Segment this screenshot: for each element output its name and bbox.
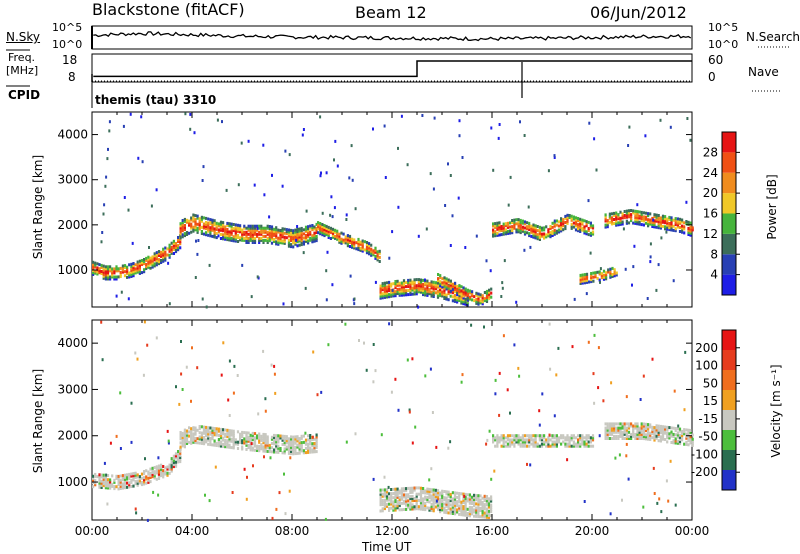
power-colorbar-tick-label: 24 [703,166,718,180]
power-panel-ytick-label: 3000 [57,173,88,187]
nave-label: Nave [748,65,779,79]
power-panel-ytick-label: 1000 [57,263,88,277]
velocity-colorbar-tick-label: -100 [691,447,718,461]
power-panel-ytick-label: 2000 [57,218,88,232]
nsearch-tick-low: 10^0 [708,38,739,51]
power-panel-data-cells [92,112,694,309]
x-tick-label: 00:00 [675,524,710,538]
power-colorbar-tick-label: 8 [710,247,718,261]
x-tick-label: 08:00 [275,524,310,538]
velocity-panel-ytick-label: 3000 [57,382,88,396]
nsky-tick-high: 10^5 [52,21,83,34]
freq-tick-high: 18 [62,53,78,67]
velocity-colorbar-color-swatch [722,410,736,430]
power-colorbar-tick-label: 12 [703,227,718,241]
power-panel-ytick-label: 4000 [57,128,88,142]
power-colorbar-color-swatch [722,152,736,173]
power-colorbar-color-swatch [722,193,736,214]
velocity-colorbar-tick-label: -200 [691,465,718,479]
nsearch-label: N.Search [746,30,800,44]
freq-panel-frame [91,53,693,83]
velocity-colorbar-color-swatch [722,450,736,470]
velocity-colorbar-color-swatch [722,350,736,370]
velocity-colorbar-tick-label: 100 [695,359,718,373]
x-axis-label: Time UT [362,540,412,554]
velocity-panel-ytick-label: 2000 [57,429,88,443]
power-colorbar-color-swatch [722,254,736,275]
velocity-panel-data-cells [92,320,694,522]
power-colorbar-color-swatch [722,274,736,295]
velocity-panel-ytick-label: 4000 [57,336,88,350]
power-colorbar-color-swatch [722,233,736,255]
date-label: 06/Jun/2012 [590,3,687,22]
freq-label: Freq. [8,51,36,64]
power-colorbar-tick-label: 20 [703,186,718,200]
freq-unit-label: [MHz] [6,64,39,77]
radar-title: Blackstone (fitACF) [92,0,245,19]
x-tick-label: 12:00 [375,524,410,538]
velocity-colorbar-frame [721,329,737,491]
nsky-tick-low: 10^0 [52,38,83,51]
beam-label: Beam 12 [355,3,427,22]
power-colorbar-tick-label: 16 [703,207,718,221]
freq-series-line [93,60,692,78]
power-colorbar-color-swatch [722,132,736,153]
velocity-colorbar-color-swatch [722,430,736,450]
velocity-colorbar-color-swatch [722,390,736,410]
power-colorbar-tick-label: 4 [710,268,718,282]
velocity-colorbar-tick-label: 50 [703,376,718,390]
velocity-colorbar-tick-label: -15 [698,412,718,426]
velocity-colorbar-color-swatch [722,470,736,490]
nsky-label: N.Sky [6,30,41,44]
x-tick-label: 16:00 [475,524,510,538]
power-colorbar-color-swatch [722,172,736,194]
x-tick-label: 04:00 [175,524,210,538]
power-colorbar-color-swatch [722,213,736,234]
power-colorbar-tick-label: 28 [703,145,718,159]
velocity-colorbar-tick-label: -50 [698,430,718,444]
nave-tick-low: 0 [708,70,716,84]
nave-tick-high: 60 [708,53,724,67]
cpid-text: themis (tau) 3310 [95,93,217,107]
velocity-colorbar-color-swatch [722,370,736,390]
x-tick-label: 00:00 [75,524,110,538]
velocity-colorbar-color-swatch [722,330,736,350]
velocity-panel-ytick-label: 1000 [57,475,88,489]
freq-tick-low: 8 [68,70,76,84]
x-tick-label: 20:00 [575,524,610,538]
velocity-colorbar-tick-label: 15 [703,394,718,408]
velocity-colorbar-tick-label: 200 [695,341,718,355]
nsky-series-line [93,31,692,42]
nsearch-tick-high: 10^5 [708,21,739,34]
cpid-label: CPID [8,88,41,102]
